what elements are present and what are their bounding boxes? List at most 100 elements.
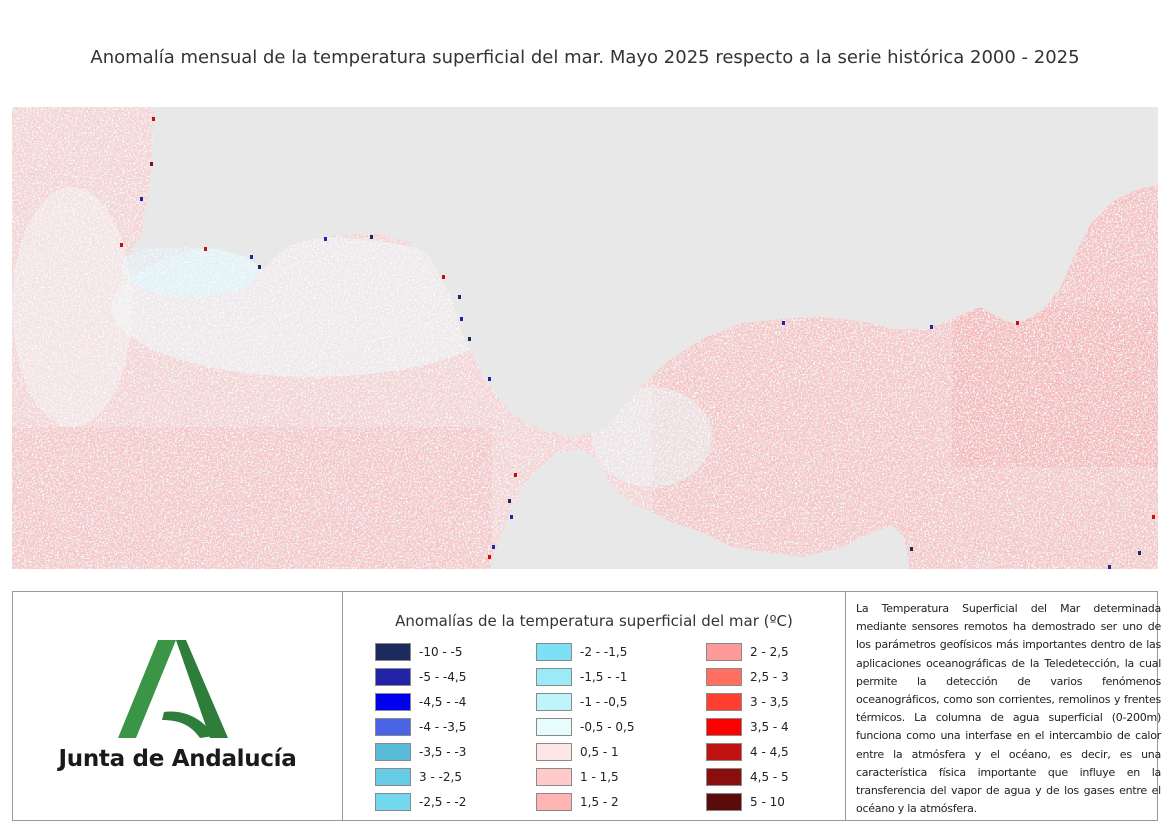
legend-swatch: [706, 792, 742, 811]
legend-item: -1 - -0,5: [536, 689, 634, 714]
coast-anomaly-pixels: [120, 117, 1155, 569]
legend-label: -3,5 - -3: [419, 744, 467, 759]
legend-swatch: [375, 642, 411, 661]
legend-item: 1,5 - 2: [536, 789, 634, 814]
legend-label: 5 - 10: [750, 794, 785, 809]
anomaly-pixel: [488, 377, 491, 381]
logo-wordmark: Junta de Andalucía: [58, 746, 297, 772]
legend-label: -4,5 - -4: [419, 694, 467, 709]
anomaly-pixel: [250, 255, 253, 259]
legend-column: -10 - -5 -5 - -4,5 -4,5 - -4 -4 - -3,5 -3,5 …: [375, 639, 466, 814]
legend-swatch: [375, 717, 411, 736]
legend-swatch: [536, 692, 572, 711]
legend-label: 0,5 - 1: [580, 744, 619, 759]
anomaly-pixel: [458, 295, 461, 299]
sst-anomaly-map: [12, 107, 1158, 569]
anomaly-pixel: [910, 547, 913, 551]
legend-label: 2 - 2,5: [750, 644, 789, 659]
legend-column: 2 - 2,5 2,5 - 3 3 - 3,5 3,5 - 4 4 - 4,5 4,5 -…: [706, 639, 789, 814]
anomaly-pixel: [468, 337, 471, 341]
anomaly-pixel: [782, 321, 785, 325]
legend-item: -4,5 - -4: [375, 689, 466, 714]
legend-label: -4 - -3,5: [419, 719, 467, 734]
legend-label: 2,5 - 3: [750, 669, 789, 684]
legend-label: 1 - 1,5: [580, 769, 619, 784]
legend-item: 3 - -2,5: [375, 764, 466, 789]
legend-item: -5 - -4,5: [375, 664, 466, 689]
legend-item: -3,5 - -3: [375, 739, 466, 764]
legend-swatch: [706, 742, 742, 761]
anomaly-pixel: [1016, 321, 1019, 325]
legend-label: 1,5 - 2: [580, 794, 619, 809]
anomaly-pixel: [204, 247, 207, 251]
anomaly-pixel: [514, 473, 517, 477]
legend-swatch: [375, 767, 411, 786]
legend-swatch: [536, 642, 572, 661]
legend-label: 4 - 4,5: [750, 744, 789, 759]
legend-label: -1,5 - -1: [580, 669, 628, 684]
junta-andalucia-logo-icon: [118, 640, 228, 738]
anomaly-pixel: [120, 243, 123, 247]
map-title: Anomalía mensual de la temperatura super…: [90, 47, 1080, 68]
anomaly-pixel: [460, 317, 463, 321]
legend-label: -2,5 - -2: [419, 794, 467, 809]
anomaly-pixel: [370, 235, 373, 239]
legend-item: -4 - -3,5: [375, 714, 466, 739]
legend-swatch: [536, 717, 572, 736]
legend-item: -2 - -1,5: [536, 639, 634, 664]
anomaly-pixel: [150, 162, 153, 166]
legend-swatch: [375, 667, 411, 686]
anomaly-pixel: [258, 265, 261, 269]
legend-item: -2,5 - -2: [375, 789, 466, 814]
legend-column: -2 - -1,5 -1,5 - -1 -1 - -0,5 -0,5 - 0,5 0,5…: [536, 639, 634, 814]
anomaly-pixel: [442, 275, 445, 279]
legend-item: -1,5 - -1: [536, 664, 634, 689]
anomaly-pixel: [1138, 551, 1141, 555]
legend-swatch: [536, 667, 572, 686]
legend-swatch: [375, 692, 411, 711]
map-footer: Junta de Andalucía Anomalías de la tempe…: [12, 591, 1161, 821]
legend-swatch: [536, 792, 572, 811]
legend-item: 4,5 - 5: [706, 764, 789, 789]
legend-swatch: [706, 767, 742, 786]
legend-item: 2 - 2,5: [706, 639, 789, 664]
legend-label: -5 - -4,5: [419, 669, 467, 684]
legend-item: 3,5 - 4: [706, 714, 789, 739]
anomaly-pixel: [1152, 515, 1155, 519]
description-text: La Temperatura Superficial del Mar deter…: [856, 602, 1161, 816]
legend-item: -10 - -5: [375, 639, 466, 664]
legend-item: -0,5 - 0,5: [536, 714, 634, 739]
anomaly-pixel: [510, 515, 513, 519]
legend-item: 4 - 4,5: [706, 739, 789, 764]
legend-label: 4,5 - 5: [750, 769, 789, 784]
anomaly-pixel: [930, 325, 933, 329]
legend-swatch: [536, 742, 572, 761]
anomaly-pixel: [492, 545, 495, 549]
legend-swatch: [375, 792, 411, 811]
legend-item: 5 - 10: [706, 789, 789, 814]
logo-panel: Junta de Andalucía: [13, 592, 343, 820]
anomaly-pixel: [1108, 565, 1111, 569]
legend-item: 0,5 - 1: [536, 739, 634, 764]
anomaly-pixel: [140, 197, 143, 201]
legend-label: -2 - -1,5: [580, 644, 628, 659]
anomaly-pixel: [508, 499, 511, 503]
legend-label: -1 - -0,5: [580, 694, 628, 709]
legend-swatch: [706, 642, 742, 661]
anomaly-pixel: [488, 555, 491, 559]
legend-item: 2,5 - 3: [706, 664, 789, 689]
legend-swatch: [375, 742, 411, 761]
legend-label: 3 - -2,5: [419, 769, 463, 784]
legend-swatch: [706, 717, 742, 736]
legend-title: Anomalías de la temperatura superficial …: [395, 612, 793, 630]
legend-swatch: [536, 767, 572, 786]
legend-swatch: [706, 692, 742, 711]
map-canvas: [12, 107, 1158, 569]
legend-item: 3 - 3,5: [706, 689, 789, 714]
legend-item: 1 - 1,5: [536, 764, 634, 789]
legend-swatch: [706, 667, 742, 686]
legend-label: -10 - -5: [419, 644, 463, 659]
legend: Anomalías de la temperatura superficial …: [343, 592, 846, 820]
anomaly-pixel: [324, 237, 327, 241]
legend-label: -0,5 - 0,5: [580, 719, 635, 734]
